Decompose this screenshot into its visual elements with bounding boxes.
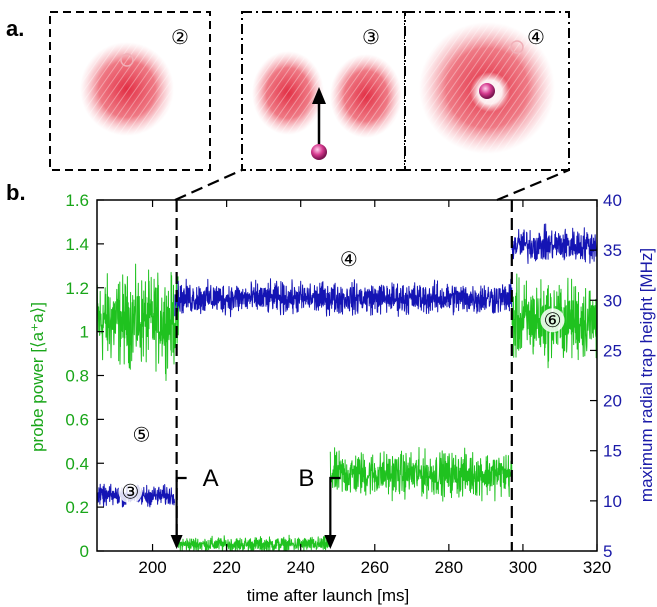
y-right-tick-label: 20 (603, 392, 622, 411)
annotation-bg (336, 246, 361, 271)
marker-arrowhead (170, 535, 183, 549)
y-left-tick-label: 0 (80, 542, 89, 561)
inset-marker: ② (171, 25, 189, 49)
annotation: ③ (121, 479, 139, 503)
y-left-tick-label: 0.8 (65, 367, 89, 386)
series-probe-segment-1 (178, 534, 331, 551)
axes: 200 220 240 260 280 300 320 0 0.2 0.4 0.6 0.8 1 1.2 1.… (65, 191, 622, 577)
y-axis-left-label: probe power [⟨a⁺a⟩] (28, 302, 47, 452)
arrow-head (312, 87, 326, 104)
x-tick-label: 300 (509, 558, 537, 577)
x-tick-label: 240 (287, 558, 315, 577)
marker-label: B (298, 465, 314, 492)
marker-bracket (329, 476, 341, 537)
y-right-tick-label: 15 (603, 442, 622, 461)
y-left-tick-label: 1.6 (65, 191, 89, 210)
atom (311, 144, 327, 160)
inset-2: ② (49, 11, 211, 171)
x-tick-label: 260 (361, 558, 389, 577)
x-tick-label: 220 (212, 558, 240, 577)
annotation-bg (118, 479, 143, 504)
annotation: ⑤ (132, 422, 150, 446)
y-axis-right-label: maximum radial trap height [MHz] (637, 248, 656, 502)
annotation: ⑥ (544, 308, 562, 332)
series-probe-segment-2 (329, 447, 513, 502)
marker-arrowhead (324, 535, 337, 549)
annotation: ④ (340, 247, 358, 271)
y-left-tick-label: 0.6 (65, 410, 89, 429)
marker-B: B (298, 465, 341, 549)
atom (479, 83, 495, 99)
y-left-tick-label: 1.4 (65, 235, 89, 254)
x-tick-label: 200 (138, 558, 166, 577)
marker-A: A (170, 465, 219, 549)
series-trap-segment-2 (511, 223, 597, 264)
inset-4: ④ (404, 11, 570, 171)
y-left-tick-label: 1 (80, 323, 89, 342)
zoom-line-right (496, 168, 570, 202)
annotation-bg (540, 308, 565, 333)
x-tick-label: 320 (583, 558, 611, 577)
y-right-tick-label: 10 (603, 492, 622, 511)
x-axis-label: time after launch [ms] (247, 586, 410, 605)
inset-marker: ④ (527, 25, 545, 49)
y-right-tick-label: 30 (603, 291, 622, 310)
marker-bracket (175, 476, 187, 537)
y-right-tick-label: 5 (603, 542, 612, 561)
series-probe-segment-3 (511, 273, 597, 369)
inset-3: ③ (241, 11, 406, 171)
y-left-tick-label: 1.2 (65, 279, 89, 298)
x-tick-label: 280 (435, 558, 463, 577)
y-right-tick-label: 40 (603, 191, 622, 210)
y-left-tick-label: 0.4 (65, 454, 89, 473)
y-left-tick-label: 0.2 (65, 498, 89, 517)
y-right-tick-label: 25 (603, 341, 622, 360)
annotation-bg (129, 422, 154, 447)
inset-marker: ③ (362, 25, 380, 49)
series-probe-segment-0 (97, 263, 179, 381)
y-right-tick-label: 35 (603, 241, 622, 260)
series-trap-segment-1 (174, 278, 513, 318)
plot-area (97, 223, 597, 551)
marker-label: A (203, 465, 219, 492)
panel-label-a: a. (6, 16, 24, 41)
panel-label-b: b. (6, 180, 26, 205)
zoom-line-left (174, 168, 243, 202)
